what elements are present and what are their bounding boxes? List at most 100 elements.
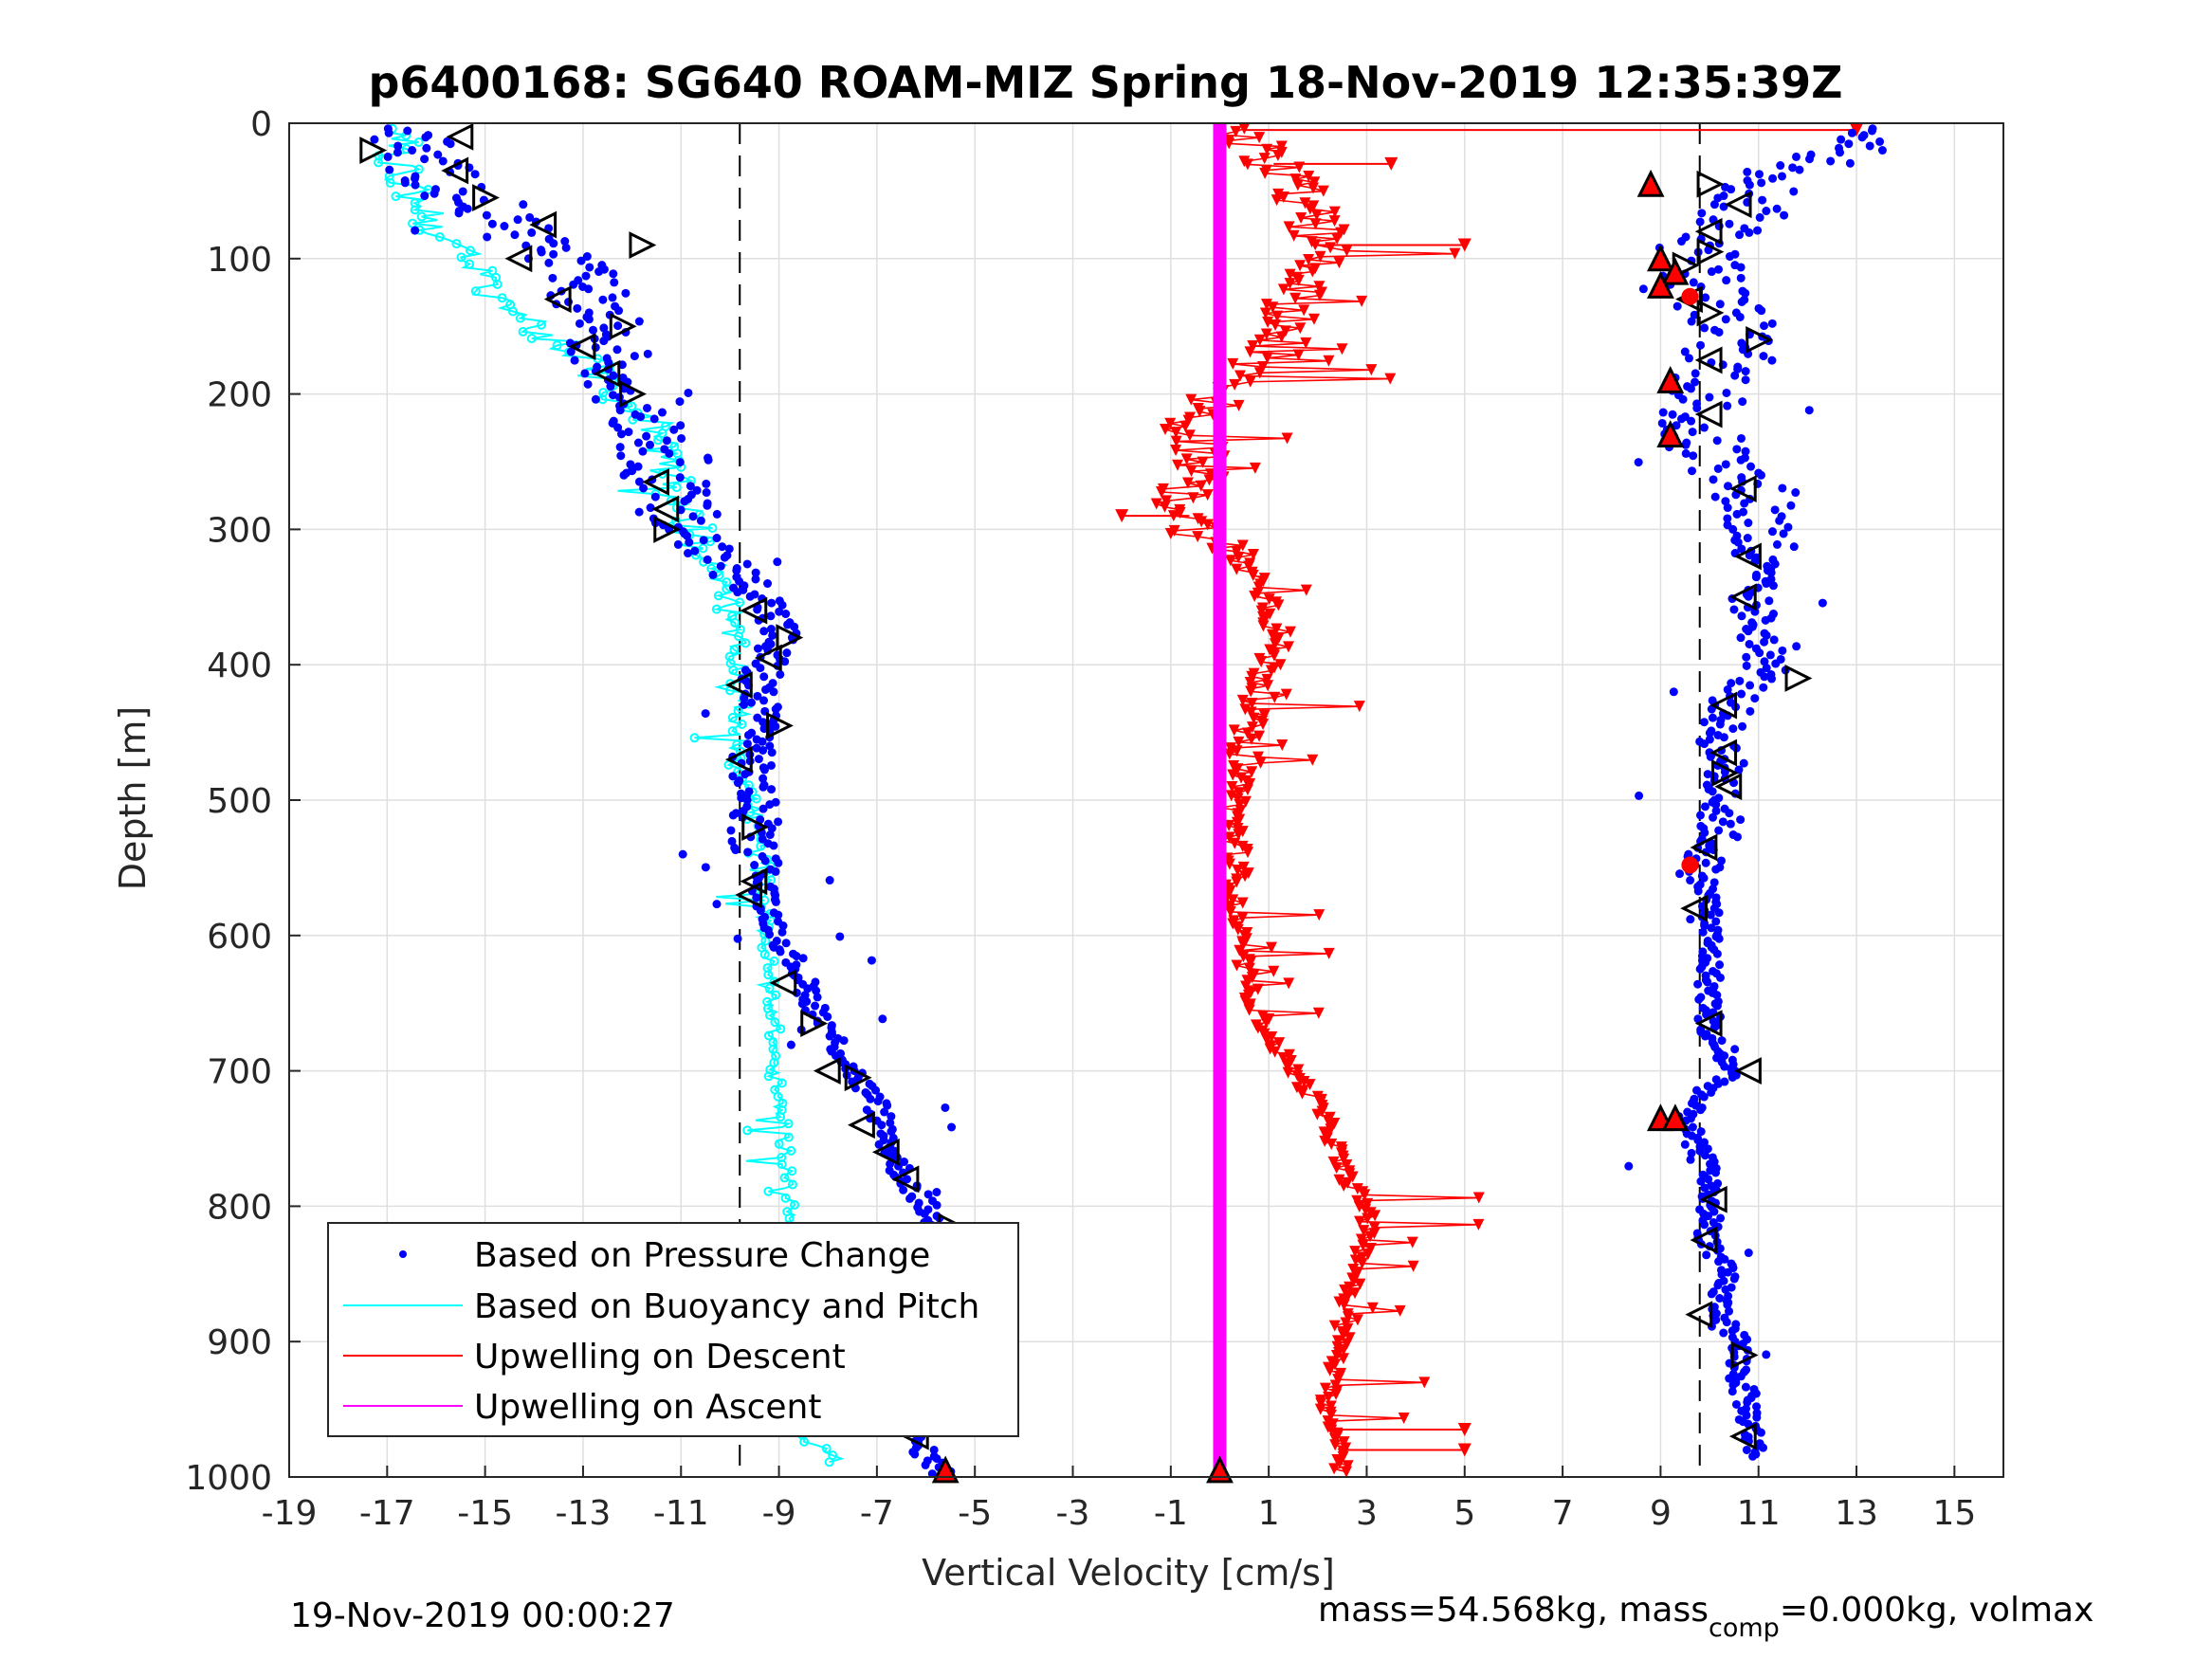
pressure-change-dot	[1706, 910, 1715, 920]
footer-timestamp: 19-Nov-2019 00:00:27	[290, 1596, 675, 1635]
pressure-change-dot	[1715, 720, 1725, 729]
upwelling-descent-segment	[1346, 249, 1455, 255]
pressure-change-dot	[1638, 284, 1648, 294]
pressure-change-dot	[1711, 1168, 1721, 1177]
pressure-change-dot	[1770, 505, 1780, 515]
pressure-change-dot	[1676, 414, 1686, 424]
descent-left-triangle-marker	[724, 671, 753, 700]
pressure-change-dot	[1746, 462, 1756, 471]
pressure-change-dot	[1696, 1105, 1706, 1115]
pressure-change-dot	[636, 412, 646, 422]
upwelling-descent-outlier-marker	[1850, 123, 1864, 137]
pressure-change-dot	[624, 428, 633, 437]
y-tick-labels: 0 100 200 300 400 500 600 700 800 900 1000	[185, 105, 272, 1498]
pressure-change-dot	[1728, 1072, 1737, 1082]
pressure-change-dot	[1746, 706, 1755, 716]
pressure-change-dot	[1700, 739, 1709, 749]
upwelling-descent-segment	[1353, 1266, 1414, 1270]
ascent-left-triangle-marker	[1694, 1010, 1723, 1038]
upwelling-descent-segment	[1229, 753, 1259, 758]
pressure-change-dot	[1795, 165, 1804, 174]
pressure-change-dot	[1705, 728, 1714, 738]
pressure-change-dot	[548, 273, 558, 283]
chart-title: p6400168: SG640 ROAM-MIZ Spring 18-Nov-2…	[368, 57, 1842, 108]
pressure-change-dot	[1743, 1397, 1752, 1407]
pressure-change-dot	[1635, 791, 1644, 800]
buoyancy-pitch-marker	[790, 1199, 800, 1210]
pressure-change-dot	[1687, 416, 1696, 426]
pressure-change-dot	[733, 588, 742, 597]
pressure-change-dot	[1745, 639, 1754, 648]
pressure-change-dot	[633, 438, 643, 447]
pressure-change-dot	[813, 993, 822, 1002]
buoyancy-pitch-marker	[771, 990, 781, 1000]
pressure-change-dot	[759, 696, 769, 705]
upwelling-descent-segment	[1239, 949, 1329, 955]
pressure-change-dot	[1711, 800, 1721, 810]
pressure-change-dot	[1713, 264, 1723, 274]
pressure-change-dot	[385, 165, 394, 174]
pressure-change-dot	[786, 1040, 795, 1049]
pressure-change-dot	[591, 394, 600, 404]
pressure-change-dot	[642, 431, 651, 441]
ascent-left-triangle-marker	[1728, 1422, 1757, 1450]
pressure-change-dot	[1728, 724, 1738, 734]
pressure-change-dot	[1736, 455, 1746, 465]
x-tick-label: 15	[1932, 1494, 1976, 1533]
pressure-change-dot	[1713, 193, 1723, 203]
pressure-change-dot	[1721, 315, 1730, 324]
pressure-change-dot	[599, 323, 609, 333]
pressure-change-dot	[1681, 448, 1691, 458]
buoyancy-pitch-marker	[711, 604, 722, 614]
pressure-change-dot	[1804, 155, 1814, 164]
pressure-change-dot	[771, 704, 780, 714]
pressure-change-dot	[769, 841, 778, 850]
pressure-change-dot	[742, 559, 752, 569]
pressure-change-dot	[1771, 659, 1781, 668]
pressure-change-dot	[880, 1107, 889, 1117]
pressure-change-dot	[765, 741, 775, 751]
pressure-change-dot	[1716, 1213, 1726, 1223]
pressure-change-dot	[1762, 207, 1771, 216]
pressure-change-dot	[1722, 1318, 1731, 1327]
upwelling-descent-segment	[1161, 491, 1208, 496]
pressure-change-dot	[745, 592, 755, 601]
pressure-change-dot	[1711, 1315, 1721, 1324]
upwelling-descent-segment	[1267, 356, 1329, 362]
buoyancy-pitch-marker	[727, 726, 738, 737]
upwelling-descent-segment	[1245, 705, 1360, 711]
pressure-change-dot	[1714, 327, 1724, 337]
upwelling-descent-segment	[1176, 437, 1288, 443]
pressure-change-dot	[408, 146, 417, 155]
x-tick-label: -3	[1056, 1494, 1090, 1533]
pressure-change-dot	[610, 278, 619, 287]
buoyancy-pitch-marker	[727, 712, 738, 722]
descent-left-triangle-marker	[441, 156, 469, 185]
pressure-change-dot	[634, 477, 644, 486]
pressure-change-dot	[1778, 646, 1787, 655]
pressure-change-dot	[733, 778, 742, 788]
pressure-change-dot	[766, 760, 776, 770]
pressure-change-dot	[1721, 1285, 1730, 1294]
pressure-change-dot	[1857, 133, 1867, 142]
buoyancy-pitch-marker	[760, 936, 771, 946]
pressure-change-dot	[1745, 180, 1754, 190]
pressure-change-dot	[1764, 596, 1774, 606]
pressure-change-dot	[1701, 293, 1710, 302]
upwelling-descent-segment	[1276, 199, 1306, 205]
pressure-change-dot	[1877, 146, 1887, 155]
pressure-change-dot	[1735, 230, 1745, 240]
pressure-change-dot	[662, 436, 671, 446]
pressure-change-dot	[1686, 876, 1695, 885]
pressure-change-dot	[1737, 544, 1746, 554]
pressure-change-dot	[765, 830, 775, 840]
buoyancy-pitch-marker	[515, 313, 525, 323]
pressure-change-dot	[1741, 367, 1750, 376]
pressure-change-dot	[873, 1097, 883, 1106]
pressure-change-dot	[1751, 573, 1761, 582]
pressure-change-dot	[1689, 451, 1698, 461]
pressure-change-dot	[384, 128, 393, 137]
pressure-change-dot	[1713, 464, 1723, 473]
pressure-change-dot	[732, 566, 741, 575]
pressure-change-dot	[1731, 1399, 1741, 1409]
